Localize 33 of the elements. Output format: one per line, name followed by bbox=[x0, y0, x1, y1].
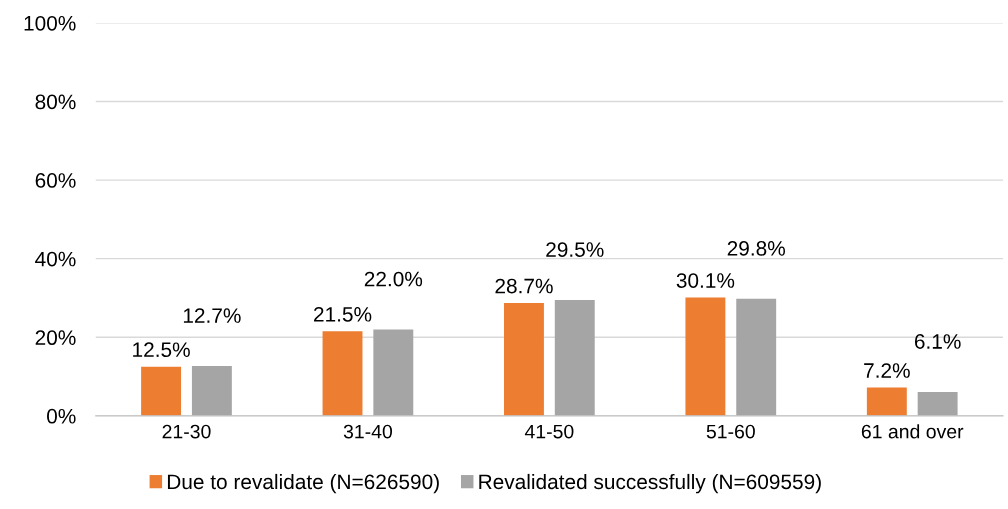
bar bbox=[917, 391, 958, 416]
bar bbox=[322, 331, 363, 416]
bar bbox=[554, 299, 595, 416]
data-label: 21.5% bbox=[314, 306, 372, 322]
y-tick-label: 80% bbox=[35, 94, 76, 110]
x-tick-label: 31-40 bbox=[343, 424, 393, 439]
bar bbox=[373, 329, 414, 416]
data-label: 12.7% bbox=[183, 308, 241, 323]
legend-label: Due to revalidate (N=626590) bbox=[167, 473, 439, 494]
bar bbox=[141, 366, 182, 416]
data-label: 29.5% bbox=[546, 242, 604, 257]
data-label: 29.8% bbox=[727, 241, 785, 256]
data-label: 7.2% bbox=[864, 363, 910, 378]
bar bbox=[736, 298, 777, 416]
y-tick-label: 60% bbox=[35, 173, 76, 188]
data-label: 12.5% bbox=[133, 342, 190, 358]
legend-label: Revalidated successfully (N=609559) bbox=[479, 473, 821, 494]
x-tick-label: 41-50 bbox=[524, 424, 574, 439]
data-label: 22.0% bbox=[364, 271, 423, 287]
x-tick-label: 61 and over bbox=[861, 424, 964, 439]
y-tick-label: 0% bbox=[47, 408, 76, 424]
y-tick-label: 20% bbox=[35, 330, 76, 346]
bar bbox=[866, 387, 907, 416]
y-tick-label: 100% bbox=[24, 15, 76, 31]
data-label: 6.1% bbox=[914, 334, 961, 349]
x-tick-label: 51-60 bbox=[706, 424, 755, 439]
x-tick-label: 21-30 bbox=[162, 424, 211, 439]
bar bbox=[504, 303, 544, 416]
bar bbox=[685, 297, 726, 416]
y-tick-label: 40% bbox=[35, 251, 76, 267]
data-label: 30.1% bbox=[676, 273, 735, 288]
bar bbox=[191, 365, 232, 416]
data-label: 28.7% bbox=[495, 278, 553, 294]
